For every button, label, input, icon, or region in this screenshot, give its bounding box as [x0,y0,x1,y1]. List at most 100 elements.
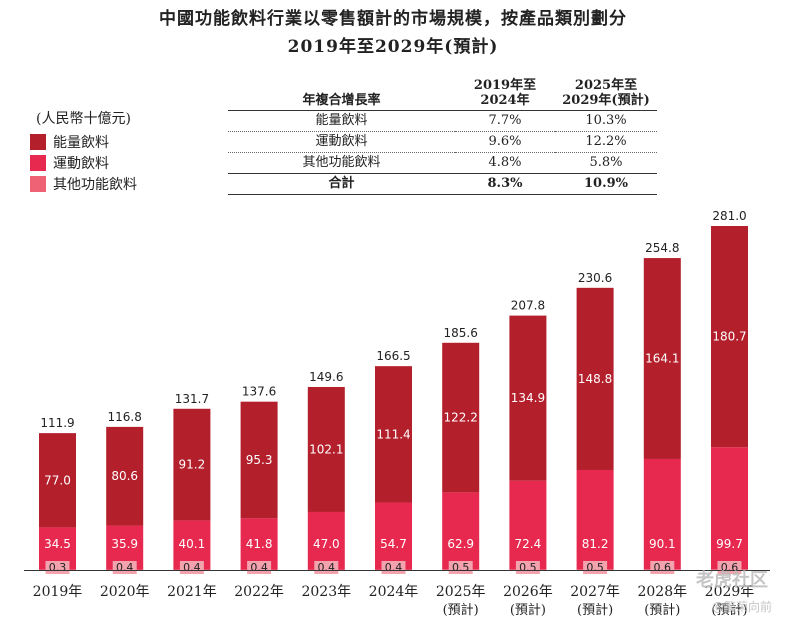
data-label-total: 185.6 [444,326,478,340]
legend-label-energy: 能量飲料 [53,135,109,151]
cagr-row-other: 其他功能飲料 4.8% 5.8% [228,152,657,174]
chart-title: 中國功能飲料行業以零售額計的市場規模，按產品類別劃分 [159,9,627,29]
cagr-row-energy: 能量飲料 7.7% 10.3% [228,110,657,132]
data-label-other: 0.5 [452,561,470,574]
x-tick-sublabel: (預計) [577,602,613,618]
x-tick-label: 2027年 [570,584,620,600]
cagr-row-sports: 運動飲料 9.6% 12.2% [228,131,657,153]
legend-item-energy: 能量飲料 [30,132,109,152]
data-label-sports: 72.4 [515,537,542,551]
cagr-table: 年複合增長率 2019年至2024年 2025年至2029年(預計) 能量飲料 … [228,78,657,195]
x-tick-sublabel: (預計) [644,602,680,618]
x-tick-label: 2020年 [100,584,150,600]
data-label-energy: 148.8 [578,372,612,386]
data-label-energy: 134.9 [511,391,545,405]
data-label-sports: 81.2 [582,537,609,551]
bar-sports-2027 [576,469,614,570]
data-label-total: 230.6 [578,271,612,285]
bar-energy-2024 [375,366,412,503]
cagr-header-period1: 2019年至2024年 [455,78,555,111]
bar-sports-2023 [307,511,345,570]
data-label-other: 0.5 [519,561,537,574]
data-label-sports: 54.7 [380,537,407,551]
cagr-header-period2: 2025年至2029年(預計) [555,78,657,111]
data-label-energy: 122.2 [444,411,478,425]
data-label-sports: 90.1 [649,537,676,551]
data-label-energy: 77.0 [44,473,71,487]
data-label-energy: 95.3 [246,453,273,467]
data-label-total: 254.8 [645,241,679,255]
legend-item-sports: 運動飲料 [30,153,109,173]
watermark-handle: @繁荣向前 [712,600,773,614]
data-label-total: 116.8 [108,410,142,424]
bar-sports-2026 [509,480,547,570]
cagr-row-label: 運動飲料 [228,131,455,153]
data-label-total: 149.6 [309,370,343,384]
data-label-total: 131.7 [175,392,209,406]
x-tick-label: 2024年 [369,584,419,600]
watermark-text: 老虎社区 [696,570,768,591]
x-tick-sublabel: (預計) [510,602,546,618]
cagr-total-value: 8.3% [455,173,555,195]
bar-sports-2028 [643,458,681,570]
bar-energy-2020 [106,426,144,526]
bar-energy-2027 [576,287,614,470]
data-label-other: 0.4 [318,561,336,574]
data-label-total: 166.5 [376,349,410,363]
unit-label: (人民幣十億元) [36,111,131,127]
data-label-energy: 180.7 [712,330,746,344]
cagr-total-value: 10.9% [555,173,657,195]
data-label-sports: 35.9 [111,537,138,551]
data-label-sports: 41.8 [246,537,273,551]
x-tick-label: 2021年 [167,584,217,600]
data-label-total: 281.0 [712,209,746,223]
x-tick-label: 2026年 [503,584,553,600]
legend-item-other: 其他功能飲料 [30,174,137,194]
data-label-other: 0.4 [183,561,201,574]
legend-label-sports: 運動飲料 [53,156,109,172]
data-label-sports: 34.5 [44,537,71,551]
data-label-sports: 47.0 [313,537,340,551]
data-label-sports: 99.7 [716,537,743,551]
data-label-total: 137.6 [242,385,276,399]
legend-swatch-other [30,176,46,192]
data-label-sports: 62.9 [447,537,474,551]
chart-subtitle: 2019年至2029年(預計) [287,37,499,57]
cagr-row-value: 10.3% [555,110,657,132]
bar-energy-2021 [173,408,211,521]
data-label-energy: 102.1 [309,442,343,456]
cagr-total-label: 合計 [228,173,455,195]
data-label-energy: 164.1 [645,352,679,366]
data-label-energy: 111.4 [376,427,410,441]
bar-energy-2022 [240,401,278,519]
legend-label-other: 其他功能飲料 [53,177,137,193]
bar-sports-2022 [240,518,278,570]
bar-energy-2026 [509,315,547,481]
data-label-other: 0.4 [385,561,403,574]
data-label-energy: 80.6 [111,469,138,483]
x-tick-label: 2028年 [637,584,687,600]
x-tick-label: 2022年 [234,584,284,600]
data-label-total: 207.8 [511,299,545,313]
x-tick-label: 2023年 [301,584,351,600]
legend-swatch-sports [30,155,46,171]
bar-sports-2029 [711,447,748,570]
bar-sports-2024 [375,502,412,570]
x-tick-label: 2029年 [705,584,755,600]
data-label-other: 0.4 [250,561,268,574]
data-label-other: 0.4 [116,561,134,574]
data-label-other: 0.6 [654,561,672,574]
x-tick-sublabel: (預計) [443,602,479,618]
cagr-row-value: 9.6% [455,131,555,153]
x-tick-label: 2025年 [436,584,486,600]
cagr-row-value: 5.8% [555,152,657,174]
data-label-other: 0.3 [49,561,67,574]
cagr-row-value: 7.7% [455,110,555,132]
cagr-row-total: 合計 8.3% 10.9% [228,173,657,195]
data-label-total: 111.9 [40,416,74,430]
bar-energy-2023 [307,386,345,512]
data-label-sports: 40.1 [179,537,206,551]
bar-energy-2028 [643,258,681,459]
bar-sports-2025 [442,492,480,570]
